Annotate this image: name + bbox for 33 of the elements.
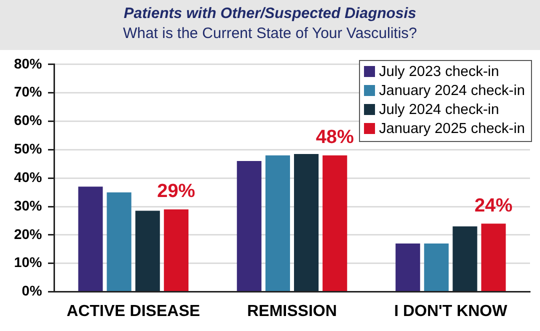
x-tick-label: I DON'T KNOW <box>394 302 508 320</box>
bar <box>396 243 420 292</box>
bar <box>236 161 262 292</box>
bar <box>135 210 160 292</box>
y-tick-label: 70% <box>14 84 43 100</box>
legend-label: January 2025 check-in <box>379 121 525 138</box>
data-label: 24% <box>474 195 513 216</box>
data-label: 29% <box>157 181 196 202</box>
bar <box>424 243 449 292</box>
bar <box>322 155 348 292</box>
legend-label: July 2023 check-in <box>379 64 500 80</box>
chart-title: Patients with Other/Suspected Diagnosis <box>122 5 418 22</box>
bar <box>106 192 132 292</box>
y-tick-label: 10% <box>14 254 43 270</box>
bar <box>265 155 290 292</box>
chart-subtitle: What is the Current State of Your Vasculitis? <box>122 25 418 42</box>
legend-label: January 2024 check-in <box>379 83 525 100</box>
bar <box>294 154 319 292</box>
data-label: 48% <box>316 127 354 148</box>
bar <box>78 186 103 292</box>
y-tick-label: 0% <box>22 282 43 299</box>
y-tick-label: 50% <box>14 140 43 157</box>
y-tick-label: 30% <box>14 197 43 214</box>
y-tick-label: 40% <box>14 168 43 185</box>
bar <box>452 226 478 292</box>
x-tick-label: ACTIVE DISEASE <box>66 302 200 320</box>
y-tick-label: 80% <box>14 55 43 72</box>
bar <box>164 209 188 292</box>
bar <box>481 224 506 292</box>
x-tick-label: REMISSION <box>247 302 337 320</box>
legend-label: July 2024 check-in <box>379 102 500 118</box>
y-tick-label: 60% <box>14 112 43 128</box>
y-tick-label: 20% <box>14 226 43 242</box>
